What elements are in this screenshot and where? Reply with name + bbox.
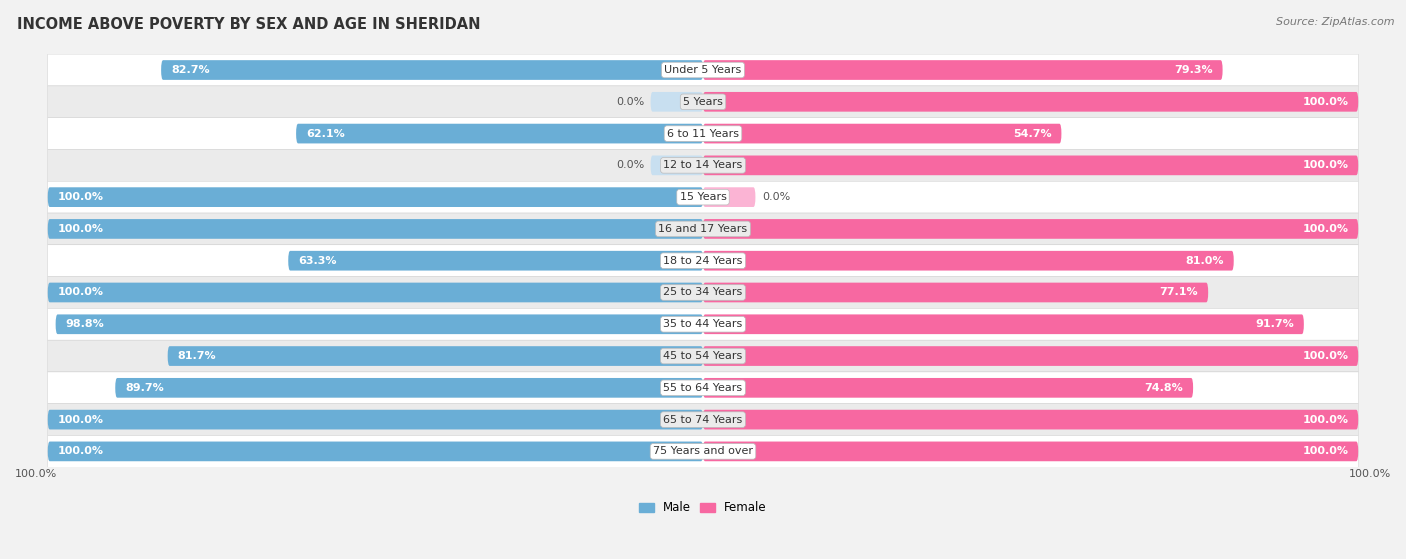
FancyBboxPatch shape [703,314,1303,334]
FancyBboxPatch shape [48,149,1358,181]
Text: 100.0%: 100.0% [58,415,104,425]
FancyBboxPatch shape [703,346,1358,366]
FancyBboxPatch shape [703,378,1194,397]
FancyBboxPatch shape [48,277,1358,309]
FancyBboxPatch shape [48,54,1358,86]
Text: 82.7%: 82.7% [172,65,209,75]
Text: 0.0%: 0.0% [616,97,644,107]
FancyBboxPatch shape [48,283,703,302]
Text: 35 to 44 Years: 35 to 44 Years [664,319,742,329]
Text: 100.0%: 100.0% [58,287,104,297]
Text: 75 Years and over: 75 Years and over [652,447,754,456]
FancyBboxPatch shape [48,86,1358,118]
Text: 81.7%: 81.7% [177,351,217,361]
Text: 0.0%: 0.0% [616,160,644,170]
FancyBboxPatch shape [703,187,755,207]
Text: 54.7%: 54.7% [1012,129,1052,139]
FancyBboxPatch shape [651,155,703,175]
FancyBboxPatch shape [703,60,1223,80]
Text: 100.0%: 100.0% [1302,351,1348,361]
FancyBboxPatch shape [48,442,703,461]
Text: 100.0%: 100.0% [1302,97,1348,107]
Text: 100.0%: 100.0% [1302,415,1348,425]
Text: Source: ZipAtlas.com: Source: ZipAtlas.com [1277,17,1395,27]
FancyBboxPatch shape [48,245,1358,277]
Text: 55 to 64 Years: 55 to 64 Years [664,383,742,393]
Text: 100.0%: 100.0% [58,447,104,456]
Text: 12 to 14 Years: 12 to 14 Years [664,160,742,170]
Text: 100.0%: 100.0% [1302,224,1348,234]
Text: 45 to 54 Years: 45 to 54 Years [664,351,742,361]
Text: 77.1%: 77.1% [1160,287,1198,297]
Text: 6 to 11 Years: 6 to 11 Years [666,129,740,139]
FancyBboxPatch shape [703,410,1358,429]
Text: Under 5 Years: Under 5 Years [665,65,741,75]
Text: 100.0%: 100.0% [58,224,104,234]
FancyBboxPatch shape [115,378,703,397]
Text: 25 to 34 Years: 25 to 34 Years [664,287,742,297]
FancyBboxPatch shape [48,309,1358,340]
Text: 79.3%: 79.3% [1174,65,1213,75]
Text: 100.0%: 100.0% [1348,469,1391,479]
Text: 89.7%: 89.7% [125,383,165,393]
FancyBboxPatch shape [297,124,703,144]
Text: 63.3%: 63.3% [298,255,336,266]
Text: 18 to 24 Years: 18 to 24 Years [664,255,742,266]
FancyBboxPatch shape [651,92,703,112]
FancyBboxPatch shape [703,124,1062,144]
FancyBboxPatch shape [703,283,1208,302]
FancyBboxPatch shape [48,181,1358,213]
FancyBboxPatch shape [48,435,1358,467]
Legend: Male, Female: Male, Female [634,497,772,519]
Text: 100.0%: 100.0% [15,469,58,479]
FancyBboxPatch shape [48,187,703,207]
FancyBboxPatch shape [703,92,1358,112]
FancyBboxPatch shape [48,340,1358,372]
FancyBboxPatch shape [48,219,703,239]
Text: 5 Years: 5 Years [683,97,723,107]
Text: INCOME ABOVE POVERTY BY SEX AND AGE IN SHERIDAN: INCOME ABOVE POVERTY BY SEX AND AGE IN S… [17,17,481,32]
FancyBboxPatch shape [48,404,1358,435]
FancyBboxPatch shape [48,118,1358,149]
Text: 65 to 74 Years: 65 to 74 Years [664,415,742,425]
Text: 81.0%: 81.0% [1185,255,1223,266]
Text: 91.7%: 91.7% [1256,319,1294,329]
Text: 15 Years: 15 Years [679,192,727,202]
Text: 16 and 17 Years: 16 and 17 Years [658,224,748,234]
Text: 100.0%: 100.0% [1302,447,1348,456]
FancyBboxPatch shape [703,442,1358,461]
Text: 74.8%: 74.8% [1144,383,1184,393]
FancyBboxPatch shape [56,314,703,334]
Text: 100.0%: 100.0% [58,192,104,202]
Text: 0.0%: 0.0% [762,192,790,202]
FancyBboxPatch shape [162,60,703,80]
Text: 62.1%: 62.1% [307,129,344,139]
FancyBboxPatch shape [703,155,1358,175]
Text: 98.8%: 98.8% [66,319,104,329]
FancyBboxPatch shape [288,251,703,271]
FancyBboxPatch shape [703,251,1233,271]
FancyBboxPatch shape [48,410,703,429]
FancyBboxPatch shape [703,219,1358,239]
Text: 100.0%: 100.0% [1302,160,1348,170]
FancyBboxPatch shape [167,346,703,366]
FancyBboxPatch shape [48,372,1358,404]
FancyBboxPatch shape [48,213,1358,245]
